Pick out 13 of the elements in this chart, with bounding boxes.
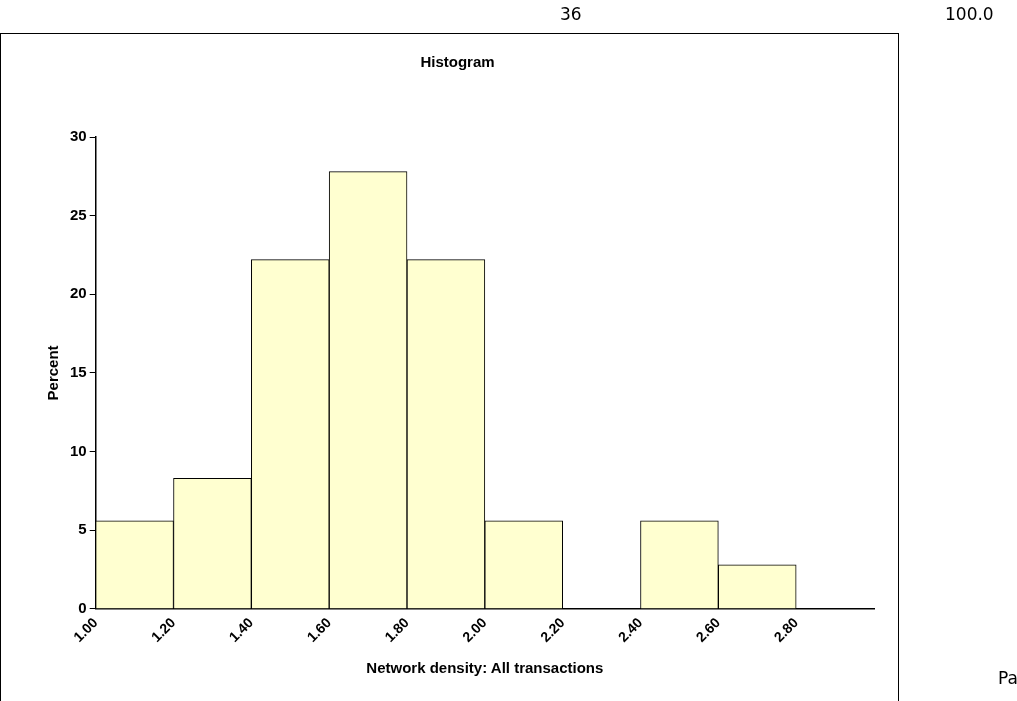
y-tick-label: 25 bbox=[70, 205, 87, 223]
y-tick-label: 5 bbox=[78, 520, 87, 538]
x-axis-title: Network density: All transactions bbox=[366, 659, 604, 677]
text: Pa bbox=[998, 668, 1017, 688]
text: 36 bbox=[560, 4, 582, 24]
chart-title: Histogram bbox=[420, 53, 495, 71]
y-tick-label: 0 bbox=[78, 598, 87, 616]
y-tick-label: 15 bbox=[70, 363, 87, 381]
y-tick-label: 10 bbox=[70, 441, 87, 459]
y-axis-title: Percent bbox=[44, 345, 62, 401]
y-tick-label: 20 bbox=[70, 284, 87, 302]
text: 100.0 bbox=[945, 4, 994, 24]
y-tick-label: 30 bbox=[70, 127, 87, 145]
